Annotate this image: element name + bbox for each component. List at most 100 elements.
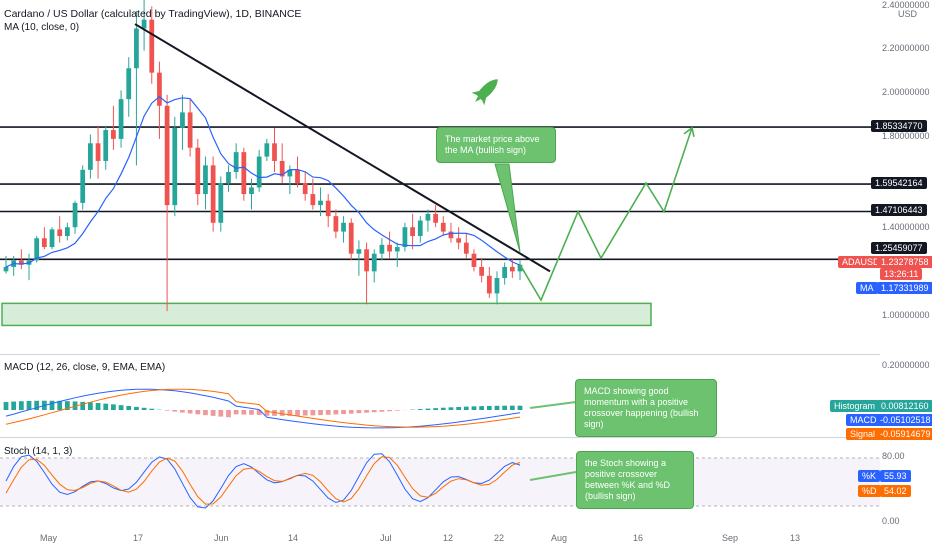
time-tick: 22 [494, 533, 504, 543]
macd-histogram-bar [126, 406, 131, 410]
macd-histogram-bar [426, 409, 431, 410]
pane-separator-macd[interactable] [0, 354, 880, 355]
macd-histogram-bar [318, 410, 323, 415]
time-tick: 12 [443, 533, 453, 543]
macd-histogram-bar [241, 410, 246, 415]
candle-body [326, 201, 331, 216]
macd-histogram-bar [4, 402, 9, 410]
stoch-band [0, 458, 880, 506]
time-tick: 16 [633, 533, 643, 543]
macd-histogram-bar [518, 406, 523, 410]
candle-body [126, 68, 131, 99]
candle-body [272, 143, 277, 161]
candle-body [172, 128, 177, 205]
candle-body [80, 170, 85, 203]
macd-histogram-bar [195, 410, 200, 414]
candle-body [295, 170, 300, 183]
candle-body [65, 227, 70, 236]
candle-body [203, 165, 208, 194]
price-tick: 1.40000000 [882, 222, 930, 232]
d-value-tag: 54.02 [880, 485, 911, 497]
macd-histogram-bar [349, 410, 354, 414]
pane-separator-stoch[interactable] [0, 437, 880, 438]
note-macd-pointer [530, 402, 576, 408]
macd-histogram-bar [111, 404, 116, 410]
level-tag: 1.25459077 [871, 242, 927, 254]
candle-body [226, 172, 231, 183]
time-tick: Sep [722, 533, 738, 543]
ma-name-tag: MA [856, 282, 878, 294]
note-stoch[interactable]: the Stoch showing a positive crossover b… [576, 451, 694, 509]
candle-body [4, 267, 9, 271]
macd-histogram-bar [502, 406, 507, 410]
candle-body [142, 20, 147, 29]
time-tick: Aug [551, 533, 567, 543]
macd-histogram-bar [464, 407, 469, 410]
candle-body [502, 267, 507, 278]
macd-histogram-bar [310, 410, 315, 415]
macd-histogram-bar [96, 403, 101, 410]
symbol-title[interactable]: Cardano / US Dollar (calculated by Tradi… [4, 8, 301, 20]
macd-histogram-bar [11, 402, 16, 410]
candle-body [165, 106, 170, 205]
time-tick: 14 [288, 533, 298, 543]
candle-body [479, 267, 484, 276]
macd-histogram-bar [203, 410, 208, 415]
rocket-body [476, 76, 502, 102]
note-macd[interactable]: MACD showing good momentum with a positi… [575, 379, 717, 437]
candle-body [50, 229, 55, 247]
time-tick: Jun [214, 533, 229, 543]
signal-name-tag: Signal [846, 428, 879, 440]
candle-body [456, 238, 461, 242]
macd-histogram-bar [456, 407, 461, 410]
macd-histogram-bar [495, 406, 500, 410]
candle-body [180, 112, 185, 127]
ma-indicator-label[interactable]: MA (10, close, 0) [4, 22, 79, 33]
macd-histogram-bar [372, 410, 377, 412]
macd-histogram-bar [387, 410, 392, 411]
macd-histogram-bar [149, 409, 154, 410]
candle-body [149, 20, 154, 73]
note-ma[interactable]: The market price above the MA (bullish s… [436, 127, 556, 163]
macd-histogram-bar [364, 410, 369, 413]
candle-body [472, 254, 477, 267]
candle-body [464, 243, 469, 254]
macd-histogram-bar [479, 406, 484, 410]
candle-body [42, 238, 47, 247]
macd-label[interactable]: MACD (12, 26, close, 9, EMA, EMA) [4, 362, 165, 373]
candle-body [188, 112, 193, 147]
candle-body [88, 143, 93, 169]
stoch-tick-80: 80.00 [882, 451, 905, 461]
candle-body [403, 227, 408, 247]
histogram-value-tag: 0.00812160 [877, 400, 932, 412]
candle-body [234, 152, 239, 172]
macd-histogram-bar [510, 406, 515, 410]
macd-histogram-bar [142, 408, 147, 410]
k-name-tag: %K [858, 470, 880, 482]
candle-body [380, 245, 385, 254]
candle-body [349, 223, 354, 254]
stoch-label[interactable]: Stoch (14, 1, 3) [4, 446, 72, 457]
rocket-icon [469, 73, 504, 108]
candle-body [410, 227, 415, 236]
d-name-tag: %D [858, 485, 881, 497]
candle-body [257, 157, 262, 188]
macd-histogram-bar [103, 404, 108, 410]
candle-body [341, 223, 346, 232]
candle-body [73, 203, 78, 227]
candle-body [103, 130, 108, 161]
candle-body [510, 267, 515, 271]
macd-histogram-bar [249, 410, 254, 415]
price-tick: 1.00000000 [882, 310, 930, 320]
candle-body [372, 254, 377, 272]
macd-histogram-bar [19, 401, 24, 410]
support-zone [2, 303, 651, 325]
candle-body [96, 143, 101, 161]
candle-body [449, 232, 454, 239]
candle-body [395, 247, 400, 251]
candle-body [303, 183, 308, 194]
note-ma-pointer [495, 164, 520, 252]
level-tag: 1.47106443 [871, 204, 927, 216]
candle-body [426, 214, 431, 221]
